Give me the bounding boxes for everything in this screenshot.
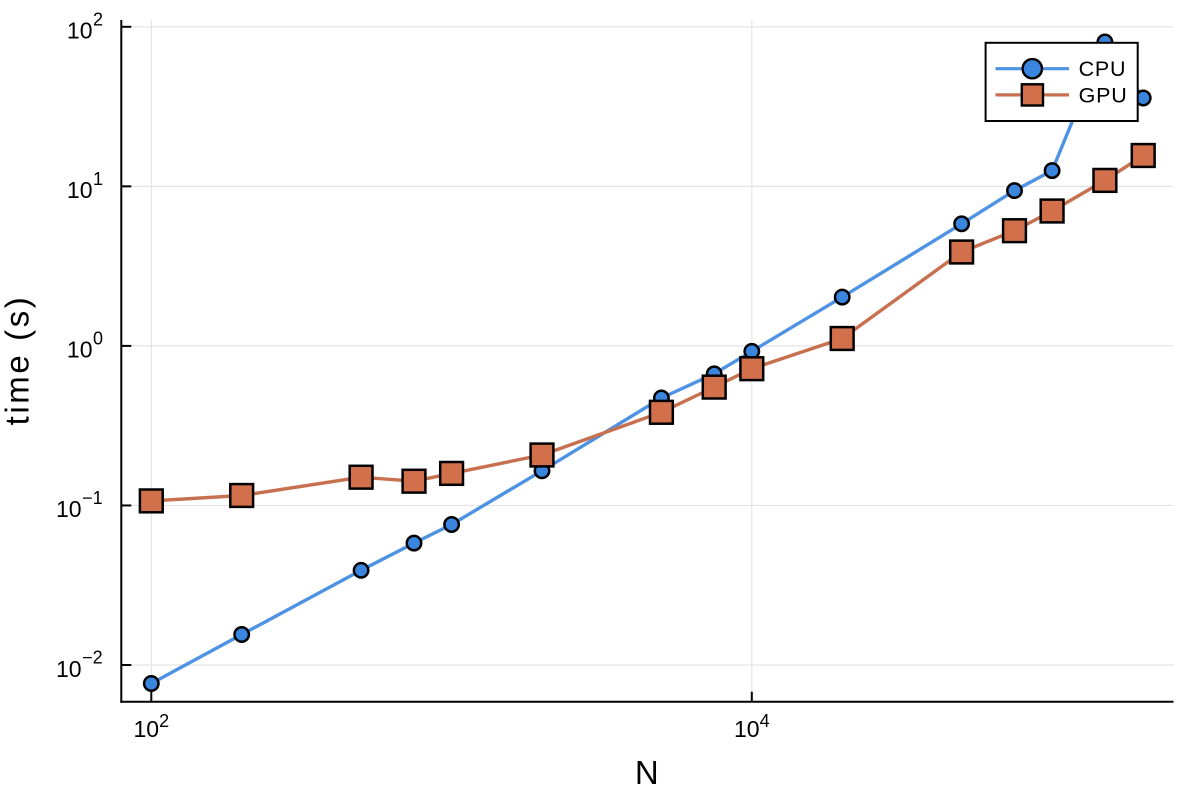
svg-text:0: 0 <box>93 328 103 348</box>
svg-text:2: 2 <box>159 711 169 731</box>
svg-text:4: 4 <box>760 711 770 731</box>
svg-text:10: 10 <box>67 177 93 203</box>
svg-text:time (s): time (s) <box>0 295 35 426</box>
svg-text:10: 10 <box>134 716 160 742</box>
svg-text:10: 10 <box>67 18 93 44</box>
svg-text:CPU: CPU <box>1079 57 1127 81</box>
svg-text:N: N <box>635 754 659 791</box>
svg-text:−1: −1 <box>82 488 103 508</box>
svg-text:GPU: GPU <box>1079 83 1128 107</box>
svg-text:10: 10 <box>67 337 93 363</box>
svg-text:10: 10 <box>734 716 760 742</box>
svg-text:1: 1 <box>93 169 103 189</box>
svg-text:10: 10 <box>56 496 82 522</box>
svg-text:10: 10 <box>56 656 82 682</box>
svg-text:2: 2 <box>93 9 103 29</box>
svg-text:−2: −2 <box>82 648 103 668</box>
